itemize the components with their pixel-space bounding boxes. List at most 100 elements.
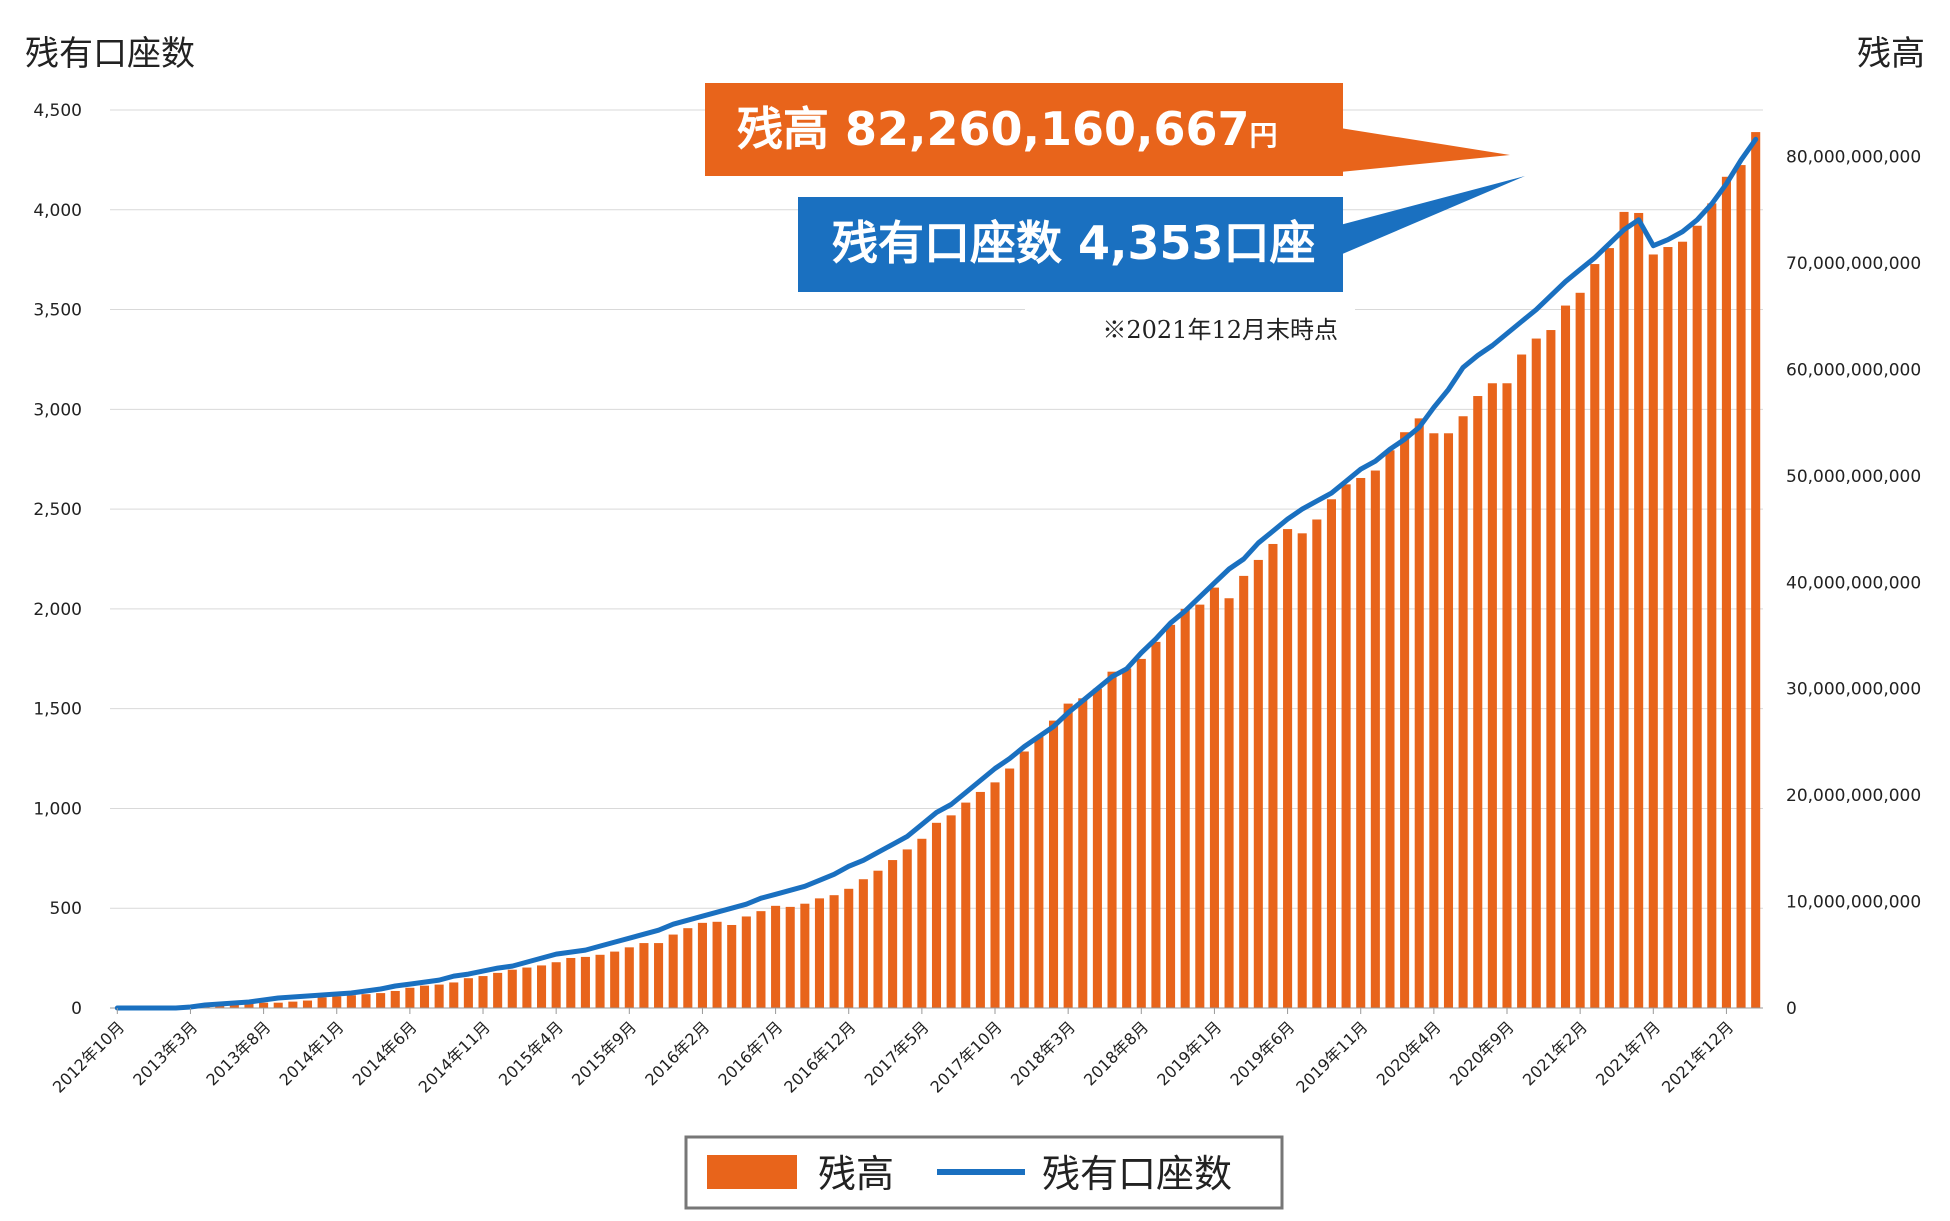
bar [610,951,620,1008]
x-tick-label: 2017年10月 [927,1017,1006,1096]
left-axis-ticks: 0 500 1,000 1,500 2,000 2,500 3,000 3,500 4,000 4… [33,101,82,1019]
bar [917,838,927,1008]
note-background [1025,300,1355,352]
right-tick-label: 30,000,000,000 [1786,680,1921,700]
bar [1166,624,1176,1008]
x-tick-label: 2018年3月 [1007,1017,1079,1089]
bar [931,822,942,1008]
x-tick-label: 2020年9月 [1446,1017,1518,1089]
left-tick-label: 0 [71,999,82,1019]
bar [1078,698,1088,1008]
bar [1136,658,1146,1008]
bar [244,1003,254,1008]
legend-line-label: 残有口座数 [1042,1152,1232,1196]
bar [1648,254,1658,1009]
x-tick-label: 2013年8月 [202,1017,274,1089]
bar [390,990,400,1008]
bar [1195,604,1205,1008]
bar [975,791,985,1008]
right-tick-label: 0 [1786,999,1797,1019]
bar [259,1002,269,1008]
bar [1180,608,1190,1008]
bar [741,916,751,1008]
bar [419,985,430,1008]
bar [990,782,1000,1008]
bar [873,870,883,1008]
left-tick-label: 3,000 [33,400,82,420]
bar [1048,720,1059,1008]
legend-bar-swatch [707,1155,797,1189]
bar [639,943,649,1008]
right-axis-title: 残高 [1857,34,1925,74]
bar [1736,165,1746,1008]
balance-callout-text: 残高 82,260,160,667円 [737,102,1278,156]
bar [888,860,898,1008]
bar-series [200,132,1761,1009]
x-axis-ticks: 2012年10月 2013年3月 2013年8月 2014年1月 2014年6月2014… [49,1008,1737,1097]
bar [449,982,459,1008]
bar [551,962,561,1008]
balance-callout-box [705,83,1343,176]
bar [273,1002,283,1008]
bar [1385,450,1395,1009]
bar [1502,383,1512,1009]
bar [858,879,868,1008]
left-tick-label: 500 [50,899,82,919]
left-tick-label: 1,500 [33,700,82,720]
bar [654,943,664,1008]
left-tick-label: 4,500 [33,101,82,121]
x-tick-label: 2019年1月 [1153,1017,1225,1089]
bar [1678,241,1688,1008]
bar [1634,212,1644,1008]
bar [1400,432,1410,1008]
bar [1443,433,1454,1008]
x-tick-label: 2019年6月 [1226,1017,1298,1089]
bar [1253,559,1263,1008]
as-of-note: ※2021年12月末時点 [1102,316,1338,344]
right-tick-label: 80,000,000,000 [1786,148,1921,168]
bar [1751,132,1761,1008]
bar [961,802,971,1008]
balance-callout-value: 残高 82,260,160,667 [737,102,1250,156]
right-tick-label: 50,000,000,000 [1786,467,1921,487]
x-tick-label: 2019年11月 [1292,1017,1371,1096]
bar [814,898,825,1008]
bar [756,911,766,1008]
balance-callout-unit: 円 [1250,119,1278,152]
bar [1312,519,1322,1008]
right-tick-label: 20,000,000,000 [1786,786,1921,806]
left-tick-label: 2,500 [33,500,82,520]
bar [1429,433,1439,1008]
bar [624,947,634,1008]
x-tick-label: 2014年11月 [415,1017,494,1096]
x-tick-label: 2016年12月 [780,1017,859,1096]
bar [1268,543,1278,1008]
x-tick-label: 2016年2月 [641,1017,713,1089]
bar [1283,529,1293,1008]
right-tick-label: 70,000,000,000 [1786,254,1921,274]
bar [463,978,473,1008]
bar [829,895,839,1008]
right-tick-label: 40,000,000,000 [1786,573,1921,593]
x-tick-label: 2014年6月 [349,1017,421,1089]
bar [712,921,722,1008]
bar [1151,641,1161,1008]
bar [771,905,781,1008]
bar [522,967,532,1008]
bar [1224,598,1234,1008]
left-tick-label: 4,000 [33,201,82,221]
bar [1663,247,1673,1009]
right-tick-label: 10,000,000,000 [1786,893,1921,913]
bar [727,924,737,1008]
bar [1019,751,1029,1008]
bar [478,976,488,1008]
legend-bar-label: 残高 [818,1152,894,1196]
x-tick-label: 2016年7月 [714,1017,786,1089]
bar [902,849,912,1008]
bar [1239,575,1249,1008]
bar [332,996,342,1008]
bar [1458,416,1468,1009]
bar [1122,668,1132,1008]
balance-callout: 残高 82,260,160,667円 [705,83,1510,176]
